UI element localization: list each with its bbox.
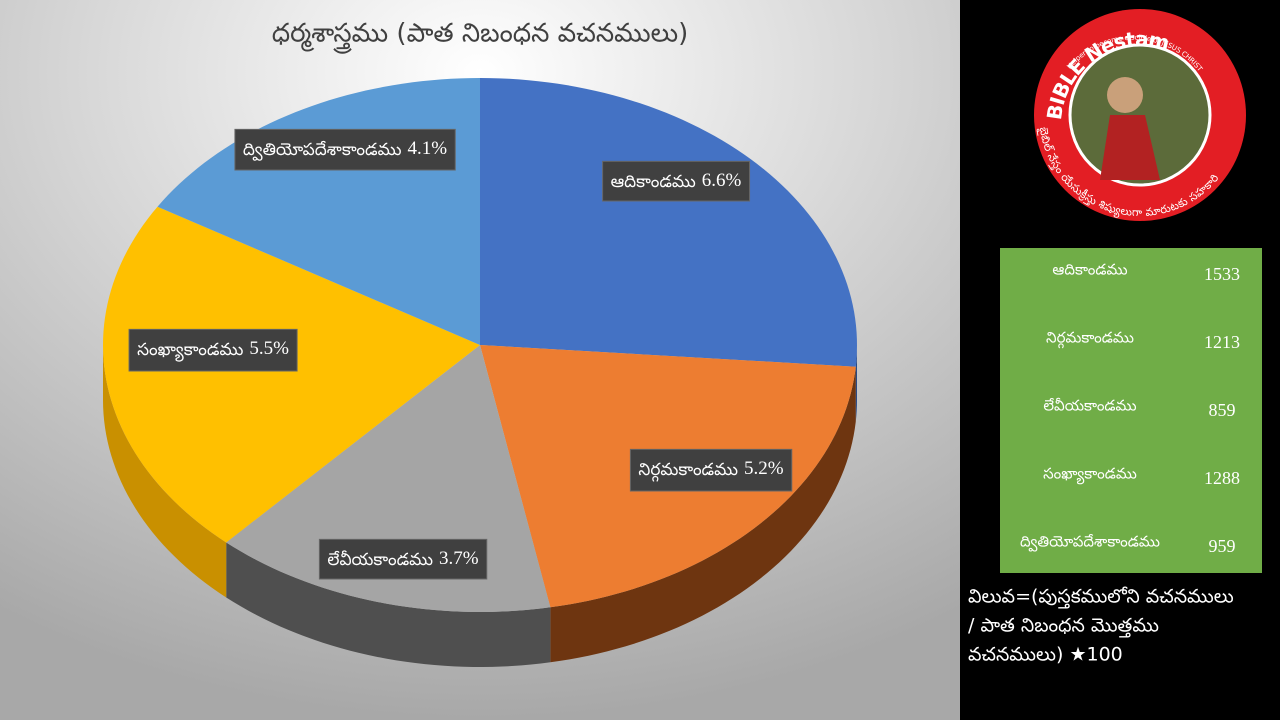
table-name: నిర్గమకాండము — [1046, 329, 1134, 349]
data-label-text: ఆదికాండము 6.6% — [611, 170, 742, 192]
table-name: ఆదికాండము — [1052, 261, 1127, 279]
data-label-category: ఆదికాండము — [611, 172, 696, 192]
logo-figure-robe — [1100, 115, 1160, 180]
data-label-text: నిర్గమకాండము 5.2% — [638, 458, 783, 482]
table-value: 859 — [1209, 400, 1236, 420]
data-label-category: ద్వితియోపదేశాకాండము — [243, 140, 402, 161]
note-line: వచనములు) ★100 — [968, 644, 1123, 666]
table-background — [1000, 248, 1262, 573]
data-table: ఆదికాండము 1533 నిర్గమకాండము 1213 లేవీయకాండము… — [1020, 261, 1240, 557]
data-label-value: 5.5% — [249, 338, 289, 359]
data-label-category: నిర్గమకాండము — [638, 460, 738, 482]
data-label-box — [602, 160, 751, 202]
data-label: ద్వితియోపదేశాకాండము 4.1% — [234, 128, 456, 171]
logo-figure — [1107, 77, 1143, 113]
data-label-box — [234, 128, 456, 171]
data-label-value: 3.7% — [439, 548, 479, 569]
data-label-box — [629, 448, 793, 492]
table-value: 1533 — [1204, 264, 1240, 284]
data-label-value: 4.1% — [408, 138, 448, 159]
table-value: 1288 — [1204, 468, 1240, 488]
slice-side — [550, 366, 856, 663]
data-label: సంఖ్యాకాండము 5.5% — [128, 328, 298, 372]
table-name: సంఖ్యాకాండము — [1043, 465, 1137, 485]
slice-side — [226, 542, 551, 667]
data-label-value: 6.6% — [702, 170, 742, 191]
logo: BIBLE Nestam Helper to become disciple o… — [1034, 0, 1246, 221]
note-line: / పాత నిబంధన మొత్తము — [968, 615, 1159, 639]
formula-note: విలువ=(పుస్తకములోని వచనములు / పాత నిబంధన … — [968, 586, 1234, 666]
pie-chart: ఆదికాండము 6.6% నిర్గమకాండము 5.2% లేవీయకాండము… — [103, 78, 857, 667]
slice — [480, 78, 857, 367]
data-label-text: సంఖ్యాకాండము 5.5% — [137, 338, 289, 362]
table-value: 1213 — [1204, 332, 1240, 352]
data-label-category: లేవీయకాండము — [327, 550, 433, 570]
data-label-category: సంఖ్యాకాండము — [137, 340, 243, 362]
data-label-box — [128, 328, 298, 372]
data-label-text: లేవీయకాండము 3.7% — [327, 548, 478, 570]
note-line: విలువ=(పుస్తకములోని వచనములు — [968, 586, 1234, 610]
data-label-text: ద్వితియోపదేశాకాండము 4.1% — [243, 138, 447, 161]
table-value: 959 — [1209, 536, 1236, 556]
table-name: ద్వితియోపదేశాకాండము — [1020, 533, 1160, 553]
data-label: లేవీయకాండము 3.7% — [318, 538, 488, 580]
data-label-value: 5.2% — [744, 458, 784, 479]
slice-side — [103, 345, 227, 598]
slice — [103, 206, 480, 543]
table-name: లేవీయకాండము — [1043, 397, 1136, 415]
data-label: నిర్గమకాండము 5.2% — [629, 448, 793, 492]
data-label: ఆదికాండము 6.6% — [602, 160, 751, 202]
slice-side — [855, 345, 857, 422]
data-label-box — [318, 538, 488, 580]
